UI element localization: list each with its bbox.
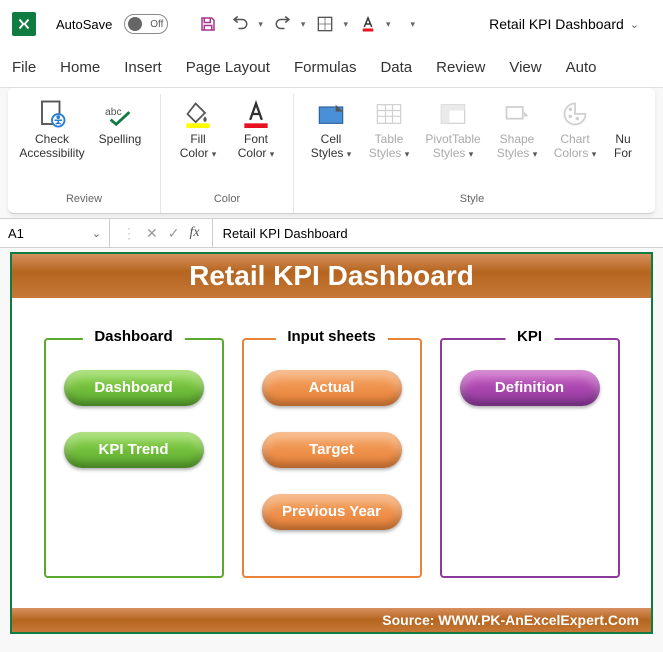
ribbon-tabs: File Home Insert Page Layout Formulas Da… <box>0 48 663 88</box>
spelling-button[interactable]: abc Spelling <box>92 94 148 146</box>
font-color-button[interactable]: Font Color ▾ <box>231 94 281 161</box>
title-bar: AutoSave Off ▾ ▾ ▾ ▾ ▾ Retail KPI Dashbo… <box>0 0 663 48</box>
table-styles-icon <box>373 98 405 130</box>
save-icon[interactable] <box>196 12 220 36</box>
dashboard-card: Dashboard Dashboard KPI Trend <box>44 338 224 578</box>
autosave-label: AutoSave <box>56 17 112 32</box>
cell-styles-button[interactable]: Cell Styles ▾ <box>306 94 356 161</box>
accessibility-icon <box>36 98 68 130</box>
dashboard-card-title: Dashboard <box>82 328 184 345</box>
spelling-icon: abc <box>104 98 136 130</box>
formula-bar: A1 ⌄ ⋮ ✕ ✓ fx <box>0 218 663 248</box>
tab-page-layout[interactable]: Page Layout <box>186 59 270 76</box>
file-name[interactable]: Retail KPI Dashboard ⌄ <box>489 16 651 32</box>
font-color-qat-icon[interactable] <box>356 12 380 36</box>
actual-button[interactable]: Actual <box>262 370 402 406</box>
cell-styles-icon <box>315 98 347 130</box>
input-sheets-card: Input sheets Actual Target Previous Year <box>242 338 422 578</box>
tab-file[interactable]: File <box>12 59 36 76</box>
font-color-qat-dropdown-icon[interactable]: ▾ <box>386 19 391 30</box>
tab-auto[interactable]: Auto <box>566 59 597 76</box>
tab-insert[interactable]: Insert <box>124 59 162 76</box>
fx-icon[interactable]: fx <box>189 225 199 241</box>
title-banner: Retail KPI Dashboard <box>12 254 651 298</box>
fill-color-button[interactable]: Fill Color ▾ <box>173 94 223 161</box>
previous-year-button[interactable]: Previous Year <box>262 494 402 530</box>
fill-color-icon <box>182 98 214 130</box>
borders-dropdown-icon[interactable]: ▾ <box>343 19 348 30</box>
name-box[interactable]: A1 ⌄ <box>0 219 110 247</box>
undo-dropdown-icon[interactable]: ▾ <box>258 19 263 30</box>
ribbon-group-label-color: Color <box>214 189 240 213</box>
chevron-down-icon: ⌄ <box>630 18 639 31</box>
ribbon-group-label-review: Review <box>66 189 102 213</box>
table-styles-button[interactable]: Table Styles ▾ <box>364 94 414 161</box>
kpi-card: KPI Definition <box>440 338 620 578</box>
definition-button[interactable]: Definition <box>460 370 600 406</box>
redo-dropdown-icon[interactable]: ▾ <box>301 19 306 30</box>
excel-icon <box>12 12 36 36</box>
qat-customize-icon[interactable]: ▾ <box>411 19 416 30</box>
worksheet-area: Retail KPI Dashboard Dashboard Dashboard… <box>10 252 653 634</box>
check-accessibility-button[interactable]: Check Accessibility <box>20 94 84 161</box>
sheet-canvas: Retail KPI Dashboard Dashboard Dashboard… <box>10 252 653 634</box>
ribbon-group-label-style: Style <box>460 189 484 213</box>
undo-icon[interactable] <box>228 12 252 36</box>
autosave-toggle[interactable]: Off <box>124 14 168 34</box>
ribbon-group-color: Fill Color ▾ Font Color ▾ Color <box>161 94 294 213</box>
tab-home[interactable]: Home <box>60 59 100 76</box>
target-button[interactable]: Target <box>262 432 402 468</box>
font-color-icon <box>240 98 272 130</box>
chart-colors-button[interactable]: Chart Colors ▾ <box>550 94 600 161</box>
shape-styles-icon <box>501 98 533 130</box>
ribbon-content: Check Accessibility abc Spelling Review … <box>8 88 655 214</box>
number-format-icon <box>607 98 639 130</box>
cancel-formula-icon[interactable]: ✕ <box>146 225 158 242</box>
svg-text:abc: abc <box>105 107 122 118</box>
divider-icon: ⋮ <box>122 225 136 242</box>
chart-colors-icon <box>559 98 591 130</box>
tab-formulas[interactable]: Formulas <box>294 59 357 76</box>
borders-icon[interactable] <box>313 12 337 36</box>
pivot-styles-button[interactable]: PivotTable Styles ▾ <box>422 94 484 161</box>
source-footer: Source: WWW.PK-AnExcelExpert.Com <box>12 608 651 632</box>
tab-data[interactable]: Data <box>380 59 412 76</box>
ribbon-group-review: Check Accessibility abc Spelling Review <box>8 94 161 213</box>
shape-styles-button[interactable]: Shape Styles ▾ <box>492 94 542 161</box>
dashboard-button[interactable]: Dashboard <box>64 370 204 406</box>
formula-input[interactable] <box>213 219 663 247</box>
name-box-dropdown-icon[interactable]: ⌄ <box>92 227 101 240</box>
input-sheets-card-title: Input sheets <box>275 328 387 345</box>
kpi-trend-button[interactable]: KPI Trend <box>64 432 204 468</box>
redo-icon[interactable] <box>271 12 295 36</box>
number-format-button[interactable]: Nu For <box>608 94 638 161</box>
tab-view[interactable]: View <box>509 59 541 76</box>
tab-review[interactable]: Review <box>436 59 485 76</box>
kpi-card-title: KPI <box>505 328 554 345</box>
pivot-styles-icon <box>437 98 469 130</box>
enter-formula-icon[interactable]: ✓ <box>168 225 180 242</box>
ribbon-group-style: Cell Styles ▾ Table Styles ▾ PivotTable … <box>294 94 650 213</box>
